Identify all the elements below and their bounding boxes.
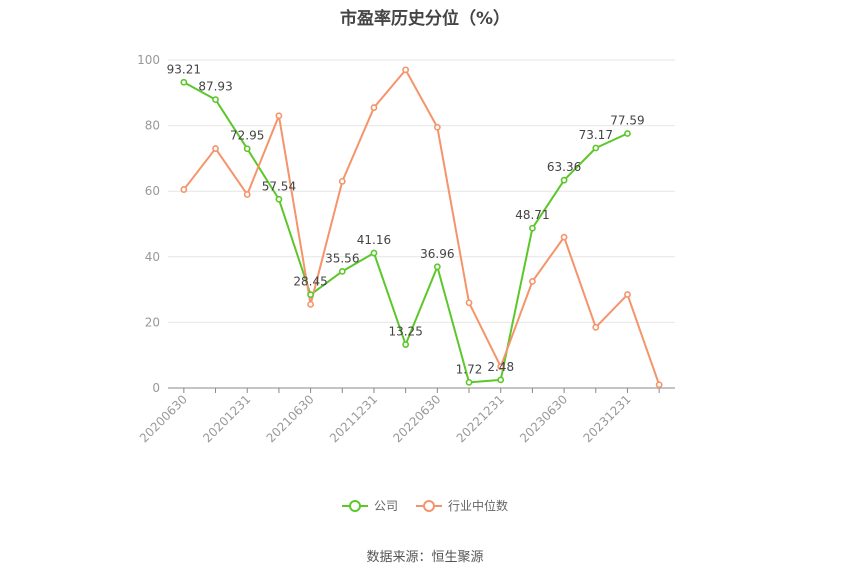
data-point-company — [307, 291, 314, 299]
y-tick-label: 0 — [152, 381, 160, 395]
data-point-industry — [433, 123, 441, 131]
x-tick-label: 20201231 — [200, 392, 253, 445]
legend-label-company: 公司 — [373, 499, 398, 513]
x-tick-label: 20200630 — [137, 392, 190, 445]
data-point-company — [497, 376, 505, 384]
data-point-industry — [560, 233, 568, 241]
data-label: 73.17 — [579, 128, 613, 142]
data-point-company — [402, 341, 410, 348]
data-point-industry — [370, 104, 378, 111]
data-point-company — [212, 96, 219, 103]
data-point-industry — [180, 186, 188, 193]
data-label: 87.93 — [198, 80, 232, 94]
data-point-company — [433, 263, 441, 271]
y-tick-label: 40 — [145, 250, 160, 264]
x-tick-label: 20210630 — [264, 392, 317, 445]
y-tick-label: 100 — [137, 53, 160, 67]
data-point-company — [338, 267, 346, 275]
data-label: 35.56 — [325, 251, 359, 265]
data-point-industry — [402, 66, 410, 74]
data-label: 63.36 — [547, 160, 581, 174]
data-point-company — [370, 249, 378, 257]
x-tick-label: 20231231 — [581, 392, 634, 445]
x-tick-label: 20230630 — [517, 392, 570, 445]
data-point-industry — [243, 191, 251, 198]
data-label: 77.59 — [610, 114, 644, 128]
chart-legend: 公司 行业中位数 — [0, 497, 850, 514]
data-label: 36.96 — [420, 247, 454, 261]
y-tick-label: 60 — [145, 184, 160, 198]
data-label: 13.25 — [388, 325, 422, 339]
data-point-company — [180, 78, 188, 86]
data-label: 2.48 — [487, 360, 514, 374]
x-tick-label: 20221231 — [454, 392, 507, 445]
chart-plot: 0 20 40 60 80 100 20200630 20201231 20210630 2021… — [137, 53, 675, 445]
data-point-industry — [307, 300, 314, 308]
data-label: 93.21 — [167, 62, 201, 76]
data-point-company — [243, 145, 251, 153]
data-point-industry — [592, 323, 600, 331]
data-point-company — [529, 224, 536, 232]
legend-swatch-company — [341, 499, 368, 513]
data-label: 1.72 — [456, 362, 483, 376]
y-tick-label: 20 — [145, 315, 160, 329]
data-point-company — [560, 176, 568, 184]
data-point-industry — [275, 112, 283, 120]
data-point-industry — [338, 177, 346, 185]
data-point-industry — [497, 363, 505, 371]
data-label: 72.95 — [230, 129, 264, 143]
data-point-industry — [624, 291, 631, 298]
data-label: 48.71 — [515, 208, 549, 222]
legend-label-industry: 行业中位数 — [448, 499, 509, 513]
x-tick-label: 20220630 — [390, 392, 443, 445]
legend-item-company[interactable]: 公司 — [341, 497, 398, 514]
data-point-industry — [465, 299, 473, 307]
data-label: 57.54 — [262, 179, 296, 193]
data-point-industry — [529, 277, 536, 285]
data-point-company — [592, 144, 600, 152]
legend-swatch-industry — [416, 499, 442, 513]
data-point-industry — [212, 145, 219, 152]
chart-title: 市盈率历史分位（%） — [339, 9, 511, 29]
data-point-company — [465, 378, 473, 386]
x-tick-label: 20211231 — [327, 392, 380, 445]
data-point-company — [275, 195, 283, 203]
legend-item-industry[interactable]: 行业中位数 — [416, 497, 508, 514]
data-source: 数据来源：恒生聚源 — [366, 550, 484, 565]
y-tick-label: 80 — [145, 119, 160, 133]
data-point-company — [624, 130, 631, 137]
series-line-industry — [183, 68, 661, 386]
data-label: 41.16 — [357, 233, 391, 247]
data-label: 28.45 — [293, 275, 327, 289]
data-point-industry — [655, 381, 663, 389]
